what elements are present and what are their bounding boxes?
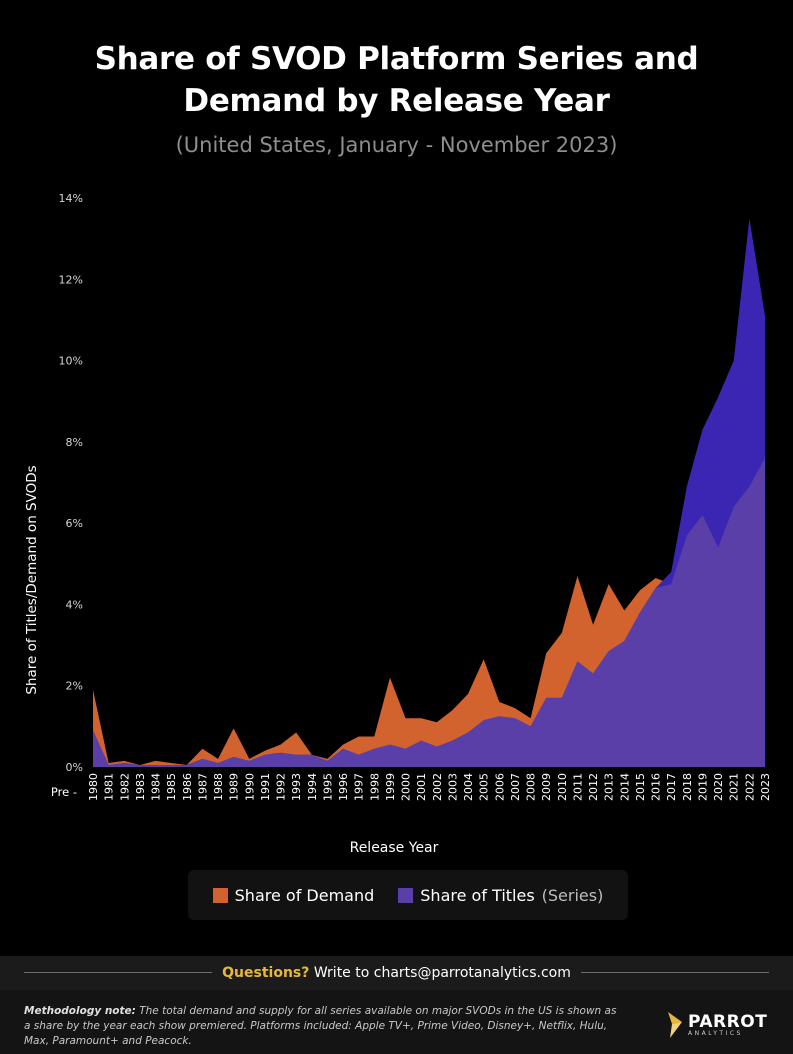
chart-title-line-2: Demand by Release Year [183, 83, 610, 119]
y-tick-label-7: 14% [59, 192, 83, 205]
x-tick-label-3: 1983 [134, 773, 147, 801]
legend-label-titles: Share of Titles [420, 885, 535, 905]
x-tick-label-16: 1996 [337, 773, 350, 801]
legend-swatch-titles [398, 887, 414, 903]
x-tick-label-21: 2001 [415, 773, 428, 801]
x-tick-label-25: 2005 [478, 773, 491, 801]
y-axis-label: Share of Titles/Demand on SVODs [24, 465, 40, 694]
x-tick-label-28: 2008 [525, 773, 538, 801]
x-tick-label-26: 2006 [493, 773, 506, 801]
y-tick-label-1: 2% [66, 680, 83, 693]
x-tick-label-42: 2022 [743, 773, 756, 801]
x-tick-label-36: 2016 [650, 773, 663, 801]
chart-subtitle: (United States, January - November 2023) [175, 133, 618, 157]
x-tick-label-41: 2021 [728, 773, 741, 801]
x-tick-label-8: 1988 [212, 773, 225, 801]
questions-text: Questions? Write to charts@parrotanalyti… [212, 965, 581, 981]
x-tick-label-29: 2009 [540, 773, 553, 801]
parrot-analytics-logo: PARROT ANALYTICS [666, 1010, 767, 1040]
legend-label-demand: Share of Demand [234, 885, 375, 905]
legend-item-titles: Share of Titles (Series) [398, 886, 603, 905]
logo-wordmark: PARROT [688, 1011, 768, 1032]
x-tick-label-33: 2013 [603, 773, 616, 801]
parrot-logo-icon [668, 1012, 682, 1038]
x-tick-label-27: 2007 [509, 773, 522, 801]
x-tick-label-23: 2003 [446, 773, 459, 801]
y-tick-label-6: 12% [59, 273, 83, 286]
legend-label-titles-suffix: (Series) [541, 885, 604, 905]
y-tick-label-0: 0% [66, 761, 83, 774]
questions-bar: Questions? Write to charts@parrotanalyti… [0, 956, 793, 990]
x-tick-label-11: 1991 [259, 773, 272, 801]
x-tick-label-20: 2000 [400, 773, 413, 801]
series-area-titles-overlap [93, 458, 765, 767]
legend-swatch-demand [212, 887, 228, 903]
x-tick-label-38: 2018 [681, 773, 694, 801]
divider-left [24, 972, 214, 973]
x-tick-label-9: 1989 [228, 773, 241, 801]
logo-subtitle: ANALYTICS [688, 1029, 743, 1037]
x-tick-label-35: 2015 [634, 773, 647, 801]
x-tick-label-19: 1999 [384, 773, 397, 801]
x-axis-label: Release Year [350, 840, 439, 856]
x-tick-prefix: Pre - [51, 785, 77, 799]
x-tick-label-24: 2004 [462, 773, 475, 801]
x-tick-label-18: 1998 [368, 773, 381, 801]
x-tick-label-31: 2011 [571, 773, 584, 801]
x-tick-label-4: 1984 [150, 773, 163, 801]
y-tick-label-3: 6% [66, 517, 83, 530]
methodology-label: Methodology note: [24, 1005, 136, 1017]
x-tick-label-0: 1980 [87, 773, 100, 801]
x-tick-label-2: 1982 [118, 773, 131, 801]
x-tick-label-14: 1994 [306, 773, 319, 801]
divider-right [580, 972, 769, 973]
x-tick-label-30: 2010 [556, 773, 569, 801]
chart-title-line-1: Share of SVOD Platform Series and [94, 41, 699, 77]
legend: Share of Demand Share of Titles (Series) [188, 870, 628, 920]
x-tick-label-40: 2020 [712, 773, 725, 801]
x-tick-label-13: 1993 [290, 773, 303, 801]
y-tick-label-5: 10% [59, 355, 83, 368]
methodology-text: The total demand and supply for all seri… [24, 1005, 617, 1047]
legend-item-demand: Share of Demand [212, 885, 375, 905]
x-tick-label-37: 2017 [665, 773, 678, 801]
y-tick-label-2: 4% [66, 598, 83, 611]
contact-email-link[interactable]: charts@parrotanalytics.com [373, 965, 571, 981]
chart-title: Share of SVOD Platform Series and Demand… [0, 38, 793, 122]
x-tick-label-17: 1997 [353, 773, 366, 801]
x-tick-label-15: 1995 [321, 773, 334, 801]
methodology-note: Methodology note: The total demand and s… [24, 1004, 624, 1049]
x-tick-label-6: 1986 [181, 773, 194, 801]
x-tick-label-43: 2023 [759, 773, 772, 801]
x-tick-label-22: 2002 [431, 773, 444, 801]
x-tick-label-34: 2014 [618, 773, 631, 801]
x-tick-label-10: 1990 [243, 773, 256, 801]
questions-prefix: Write to [313, 965, 370, 981]
questions-lead: Questions? [222, 965, 310, 981]
area-chart: 0%2%4%6%8%10%12%14% Pre -1980 1981 1982 198… [24, 192, 772, 856]
x-tick-label-12: 1992 [275, 773, 288, 801]
x-tick-label-1: 1981 [103, 773, 116, 801]
x-tick-label-5: 1985 [165, 773, 178, 801]
x-tick-label-32: 2012 [587, 773, 600, 801]
y-tick-label-4: 8% [66, 436, 83, 449]
footer: Methodology note: The total demand and s… [0, 990, 793, 1054]
x-tick-label-39: 2019 [696, 773, 709, 801]
x-tick-label-7: 1987 [196, 773, 209, 801]
